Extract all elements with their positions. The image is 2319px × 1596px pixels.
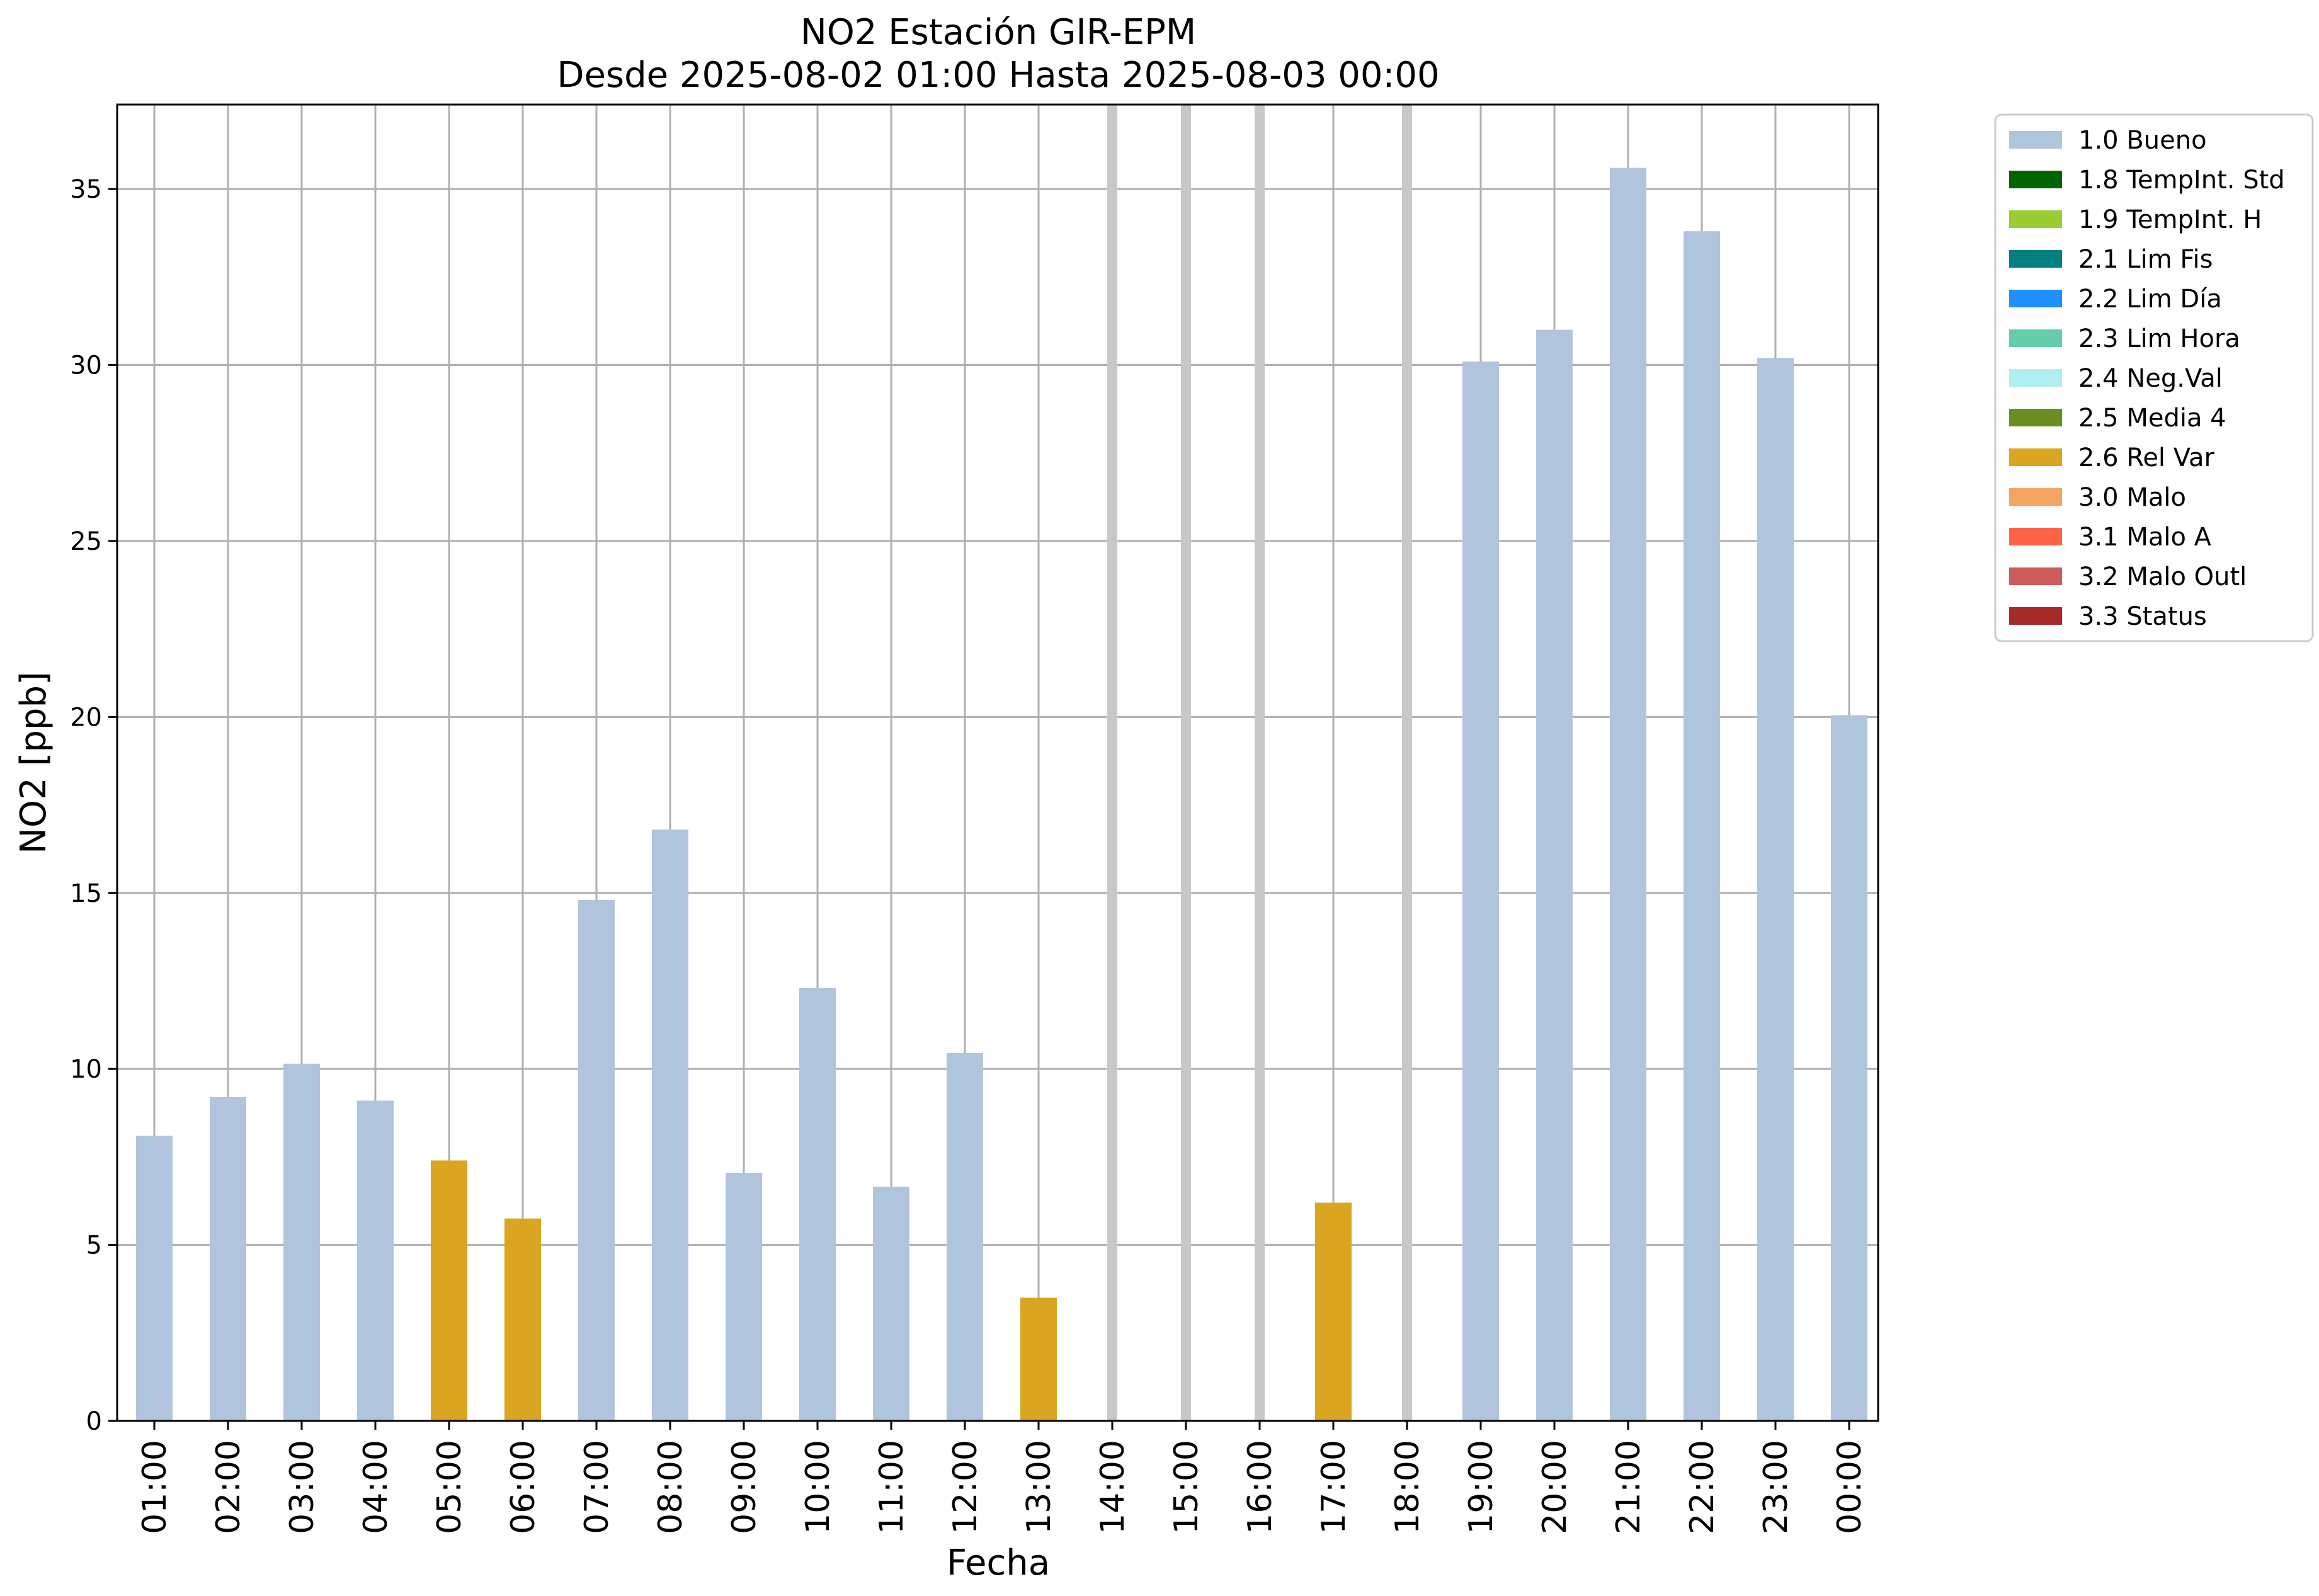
chart-subtitle: Desde 2025-08-02 01:00 Hasta 2025-08-03 …	[557, 55, 1439, 96]
x-axis-ticks: 01:00 02:00 03:00 04:00 05:00 06:00 07:00 08:00…	[136, 1421, 1869, 1534]
legend-label: 2.5 Media 4	[2078, 404, 2226, 433]
legend-label: 3.0 Malo	[2078, 483, 2186, 512]
x-tick-label: 11:00	[873, 1440, 911, 1534]
bar-19:00	[1462, 361, 1499, 1421]
missing-marker-16:00	[1255, 105, 1265, 1421]
missing-marker-18:00	[1402, 105, 1412, 1421]
x-axis-label: Fecha	[947, 1542, 1050, 1583]
legend-swatch	[2009, 607, 2062, 625]
x-tick-label: 21:00	[1610, 1440, 1648, 1534]
legend-label: 2.2 Lim Día	[2078, 285, 2222, 314]
bar-02:00	[210, 1097, 246, 1421]
legend-label: 2.6 Rel Var	[2078, 443, 2215, 472]
legend-swatch	[2009, 250, 2062, 268]
x-tick-label: 20:00	[1536, 1440, 1574, 1534]
bar-07:00	[578, 899, 615, 1421]
legend-swatch	[2009, 528, 2062, 545]
bar-10:00	[799, 988, 836, 1421]
missing-data-markers	[1107, 105, 1412, 1421]
x-tick-label: 17:00	[1315, 1440, 1353, 1534]
bar-22:00	[1684, 231, 1720, 1421]
bar-17:00	[1315, 1202, 1352, 1421]
x-tick-label: 05:00	[431, 1440, 469, 1534]
bar-06:00	[504, 1218, 541, 1421]
legend-label: 2.3 Lim Hora	[2078, 324, 2240, 353]
legend-label: 1.9 TempInt. H	[2078, 205, 2262, 234]
bar-09:00	[726, 1173, 762, 1421]
bar-05:00	[431, 1160, 467, 1421]
x-tick-label: 10:00	[799, 1440, 837, 1534]
bar-13:00	[1020, 1297, 1057, 1421]
x-tick-label: 01:00	[136, 1440, 174, 1534]
bar-01:00	[136, 1136, 173, 1421]
bar-04:00	[357, 1100, 394, 1421]
legend-swatch	[2009, 409, 2062, 426]
missing-marker-15:00	[1181, 105, 1191, 1421]
x-tick-label: 18:00	[1389, 1440, 1427, 1534]
legend-label: 2.1 Lim Fis	[2078, 245, 2213, 274]
x-tick-label: 02:00	[210, 1440, 248, 1534]
y-tick-label: 15	[70, 879, 102, 908]
x-tick-label: 22:00	[1684, 1440, 1721, 1534]
y-tick-label: 35	[70, 175, 102, 204]
bars	[136, 168, 1867, 1422]
legend-swatch	[2009, 290, 2062, 307]
bar-20:00	[1536, 329, 1573, 1422]
legend-box	[1994, 113, 2314, 642]
x-tick-label: 23:00	[1757, 1440, 1795, 1534]
y-axis-label: NO2 [ppb]	[13, 671, 54, 854]
legend-swatch	[2009, 329, 2062, 347]
legend-swatch	[2009, 448, 2062, 466]
y-axis-ticks: 0 5 10 15 20 25 30 35	[70, 175, 117, 1436]
bar-12:00	[947, 1053, 983, 1421]
legend-label: 2.4 Neg.Val	[2078, 364, 2223, 393]
x-tick-label: 09:00	[726, 1440, 763, 1534]
x-tick-label: 07:00	[578, 1440, 616, 1534]
legend-swatch	[2009, 171, 2062, 188]
legend-swatch	[2009, 210, 2062, 228]
legend-label: 3.1 Malo A	[2078, 523, 2212, 552]
legend-label: 1.0 Bueno	[2078, 126, 2207, 155]
x-tick-label: 13:00	[1020, 1440, 1058, 1534]
x-tick-label: 14:00	[1094, 1440, 1132, 1534]
bar-11:00	[873, 1187, 909, 1421]
bar-03:00	[283, 1063, 320, 1421]
x-tick-label: 00:00	[1831, 1440, 1869, 1534]
x-tick-label: 06:00	[504, 1440, 542, 1534]
missing-marker-14:00	[1107, 105, 1117, 1421]
y-tick-label: 20	[70, 703, 102, 732]
y-tick-label: 5	[86, 1231, 102, 1260]
legend-swatch	[2009, 488, 2062, 506]
x-tick-label: 04:00	[357, 1440, 395, 1534]
legend-label: 3.2 Malo Outl	[2078, 562, 2247, 591]
x-tick-label: 03:00	[283, 1440, 321, 1534]
bar-00:00	[1831, 715, 1867, 1421]
legend-label: 1.8 TempInt. Std	[2078, 166, 2285, 195]
y-tick-label: 25	[70, 527, 102, 556]
legend-swatch	[2009, 369, 2062, 387]
legend: 1.0 Bueno 1.8 TempInt. Std 1.9 TempInt. H 2…	[1994, 113, 2314, 642]
legend-swatch	[2009, 567, 2062, 585]
bar-21:00	[1610, 168, 1646, 1421]
legend-label: 3.3 Status	[2078, 602, 2207, 631]
bar-08:00	[652, 829, 688, 1421]
plot-frame	[116, 103, 1879, 1422]
legend-swatch	[2009, 131, 2062, 149]
bar-23:00	[1757, 358, 1794, 1421]
chart-title: NO2 Estación GIR-EPM	[801, 12, 1196, 53]
y-tick-label: 0	[86, 1407, 102, 1436]
x-tick-label: 12:00	[947, 1440, 984, 1534]
y-tick-label: 30	[70, 351, 102, 380]
x-tick-label: 19:00	[1462, 1440, 1500, 1534]
x-tick-label: 16:00	[1241, 1440, 1279, 1534]
x-tick-label: 15:00	[1168, 1440, 1205, 1534]
x-tick-label: 08:00	[652, 1440, 690, 1534]
y-tick-label: 10	[70, 1055, 102, 1084]
